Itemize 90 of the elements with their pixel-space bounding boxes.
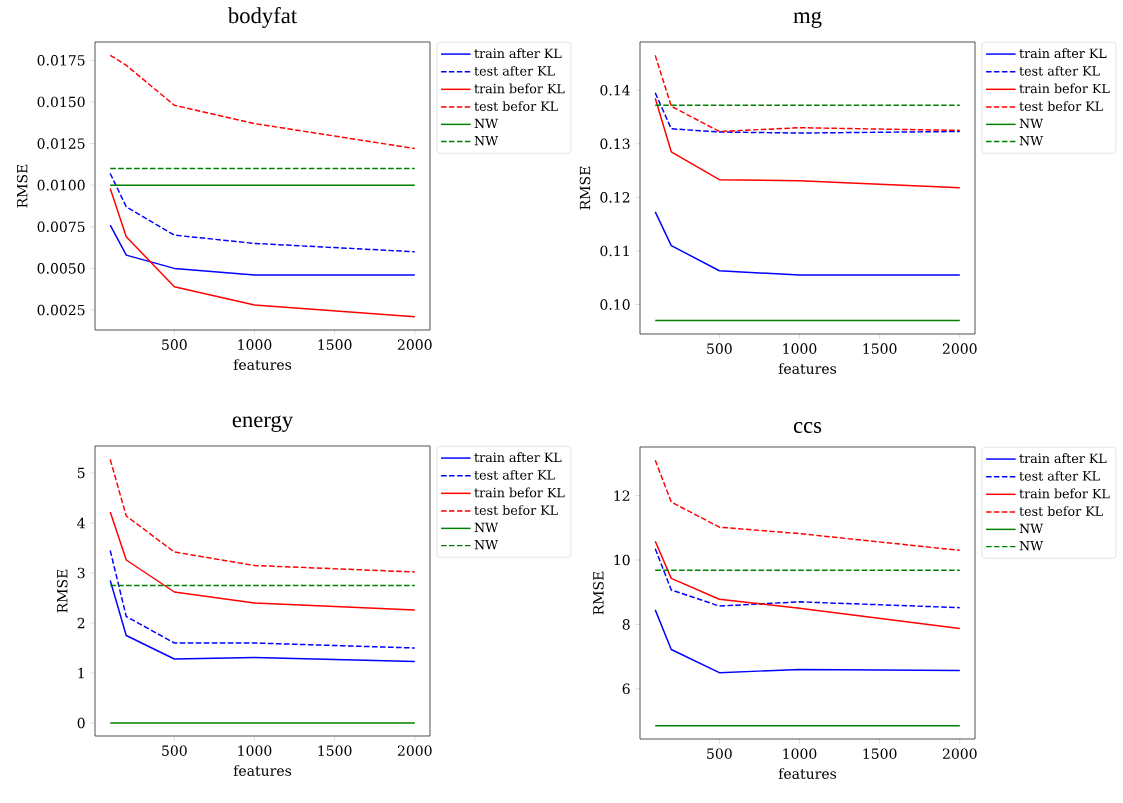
legend-label: train befor KL — [1019, 83, 1110, 94]
x-tick-label: 500 — [162, 745, 187, 756]
line-series — [109, 54, 416, 150]
y-tick-label: 0.0100 — [37, 179, 85, 191]
legend-label: NW — [1019, 523, 1044, 534]
chart-title: mg — [793, 11, 822, 28]
x-tick-label: 2000 — [397, 745, 432, 756]
y-tick-label: 0.0125 — [37, 138, 85, 149]
legend-label: train after KL — [1019, 48, 1107, 59]
legend-label: train befor KL — [1019, 488, 1110, 499]
y-tick-label: 12 — [614, 490, 630, 501]
y-tick-label: 1 — [78, 667, 84, 679]
legend-label: test befor KL — [474, 101, 558, 111]
x-tick-label: 1000 — [238, 745, 272, 756]
line-series — [654, 54, 961, 133]
y-tick-label: 0.13 — [600, 138, 630, 150]
line-series — [654, 459, 961, 552]
line-series — [109, 187, 416, 318]
line-series — [654, 211, 961, 276]
x-tick-label: 1000 — [783, 343, 817, 354]
x-tick-label: 500 — [162, 339, 187, 350]
y-tick-label: 0.0150 — [37, 96, 85, 108]
line-series — [109, 511, 416, 611]
legend-label: test befor KL — [1019, 506, 1103, 516]
line-series — [109, 579, 416, 663]
x-tick-label: 1000 — [238, 339, 272, 350]
x-tick-label: 1000 — [783, 748, 817, 759]
x-tick-label: 1500 — [318, 745, 352, 756]
y-tick-label: 0.0075 — [37, 221, 85, 233]
legend-label: NW — [474, 522, 499, 533]
y-tick-label: 0.0175 — [37, 55, 85, 66]
legend-label: train after KL — [474, 48, 562, 59]
x-tick-label: 2000 — [942, 343, 977, 354]
legend-label: NW — [474, 118, 499, 129]
legend-label: test after KL — [1019, 65, 1100, 76]
legend-label: train after KL — [474, 452, 562, 463]
legend-label: test befor KL — [474, 505, 558, 515]
line-series — [654, 547, 961, 609]
line-series — [109, 224, 416, 276]
y-axis-title: RMSE — [16, 164, 28, 208]
line-series — [654, 92, 961, 134]
legend-label: test after KL — [474, 469, 555, 480]
y-tick-label: 3 — [77, 567, 85, 579]
y-tick-label: 0 — [77, 717, 85, 729]
x-axis-title: features — [778, 363, 837, 374]
line-series — [654, 97, 961, 189]
y-tick-label: 2 — [77, 617, 85, 629]
chart-title: ccs — [793, 422, 822, 433]
y-axis-title: RMSE — [56, 569, 68, 613]
y-axis-title: RMSE — [579, 166, 591, 210]
y-tick-label: 5 — [77, 467, 85, 479]
y-tick-label: 0.10 — [600, 299, 630, 310]
x-tick-label: 2000 — [942, 748, 977, 759]
x-tick-label: 1500 — [863, 343, 897, 354]
x-tick-label: 500 — [707, 748, 732, 759]
x-tick-label: 1500 — [863, 748, 897, 759]
y-tick-label: 0.0025 — [37, 304, 85, 316]
legend-label: NW — [474, 135, 499, 146]
line-series — [109, 458, 416, 573]
legend-label: NW — [1019, 118, 1044, 129]
x-tick-label: 2000 — [397, 339, 432, 350]
y-tick-label: 0.12 — [600, 192, 630, 203]
line-series — [109, 172, 416, 253]
y-tick-label: 0.11 — [600, 245, 629, 257]
line-series — [654, 609, 961, 674]
legend-label: test after KL — [474, 65, 555, 76]
chart-title: bodyfat — [227, 7, 297, 28]
y-tick-label: 10 — [614, 554, 630, 566]
line-series — [109, 549, 416, 649]
legend-label: train after KL — [1019, 453, 1107, 464]
x-tick-label: 500 — [707, 343, 732, 354]
y-tick-label: 6 — [622, 683, 630, 695]
x-axis-title: features — [233, 765, 292, 776]
y-tick-label: 8 — [622, 619, 630, 630]
y-tick-label: 0.0050 — [37, 263, 85, 274]
legend-label: NW — [474, 539, 499, 550]
x-axis-title: features — [778, 768, 837, 779]
x-tick-label: 1500 — [318, 339, 352, 350]
line-series — [654, 540, 961, 630]
legend-label: NW — [1019, 135, 1044, 146]
x-axis-title: features — [233, 359, 292, 370]
legend-label: train befor KL — [474, 487, 565, 498]
legend-label: NW — [1019, 540, 1044, 551]
legend-label: test after KL — [1019, 470, 1100, 481]
chart-title: energy — [232, 415, 294, 432]
y-tick-label: 4 — [77, 517, 85, 529]
legend-label: test befor KL — [1019, 101, 1103, 111]
y-tick-label: 0.14 — [600, 84, 630, 96]
y-axis-title: RMSE — [593, 571, 604, 615]
legend-label: train befor KL — [474, 83, 565, 94]
